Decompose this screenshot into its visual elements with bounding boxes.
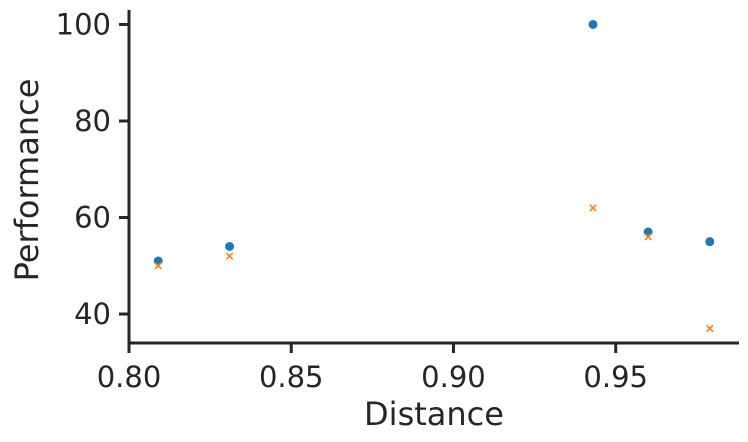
axes [127, 10, 739, 345]
x-tick-label: 0.95 [583, 360, 648, 394]
series-1-point [705, 237, 715, 247]
series-2-point [644, 233, 652, 241]
y-tick-label: 60 [74, 201, 111, 235]
series-1-point [588, 19, 598, 29]
data-points [153, 19, 715, 333]
series-2-point [589, 204, 597, 212]
series-1-point [153, 256, 163, 266]
series-1-point [643, 227, 653, 237]
series-2-point [154, 262, 162, 270]
x-axis-title: Distance [364, 395, 504, 433]
x-ticks: 0.80 0.85 0.90 0.95 [97, 343, 648, 394]
y-axis-title: Performance [8, 79, 46, 282]
series-1-point [225, 241, 235, 251]
y-tick-label: 80 [74, 104, 111, 138]
x-tick-label: 0.80 [97, 360, 162, 394]
series-2-point [225, 252, 234, 260]
y-tick-label: 40 [74, 297, 111, 331]
y-tick-label: 100 [56, 7, 111, 41]
series-2-point [706, 324, 714, 333]
x-tick-label: 0.85 [259, 360, 324, 394]
x-tick-label: 0.90 [421, 360, 486, 394]
y-ticks: 40 60 80 100 [56, 7, 129, 331]
